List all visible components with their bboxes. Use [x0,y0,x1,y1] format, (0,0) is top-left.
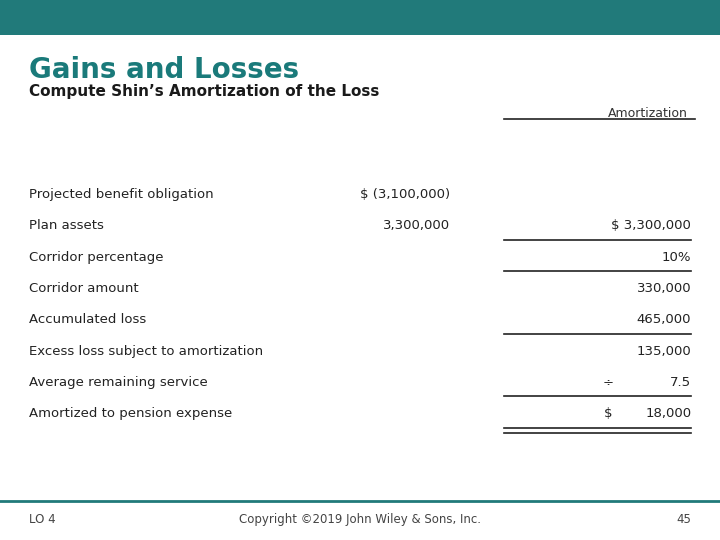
Text: $ 3,300,000: $ 3,300,000 [611,219,691,232]
Text: Corridor percentage: Corridor percentage [29,251,163,264]
Text: 330,000: 330,000 [636,282,691,295]
Text: Amortization: Amortization [608,107,688,120]
Text: Accumulated loss: Accumulated loss [29,313,146,326]
Text: Compute Shin’s Amortization of the Loss: Compute Shin’s Amortization of the Loss [29,84,379,99]
Text: Gains and Losses: Gains and Losses [29,56,299,84]
Text: 45: 45 [676,513,691,526]
Text: Plan assets: Plan assets [29,219,104,232]
Text: 7.5: 7.5 [670,376,691,389]
Text: Copyright ©2019 John Wiley & Sons, Inc.: Copyright ©2019 John Wiley & Sons, Inc. [239,513,481,526]
Text: $ (3,100,000): $ (3,100,000) [360,188,450,201]
Text: $: $ [604,407,613,420]
Text: LO 4: LO 4 [29,513,55,526]
Text: 465,000: 465,000 [636,313,691,326]
Text: Average remaining service: Average remaining service [29,376,207,389]
Text: 18,000: 18,000 [645,407,691,420]
Text: 135,000: 135,000 [636,345,691,357]
Text: Amortized to pension expense: Amortized to pension expense [29,407,232,420]
Text: 10%: 10% [662,251,691,264]
Text: 3,300,000: 3,300,000 [383,219,450,232]
Text: Projected benefit obligation: Projected benefit obligation [29,188,213,201]
Text: ÷: ÷ [603,376,614,389]
Text: Excess loss subject to amortization: Excess loss subject to amortization [29,345,263,357]
Text: Corridor amount: Corridor amount [29,282,138,295]
